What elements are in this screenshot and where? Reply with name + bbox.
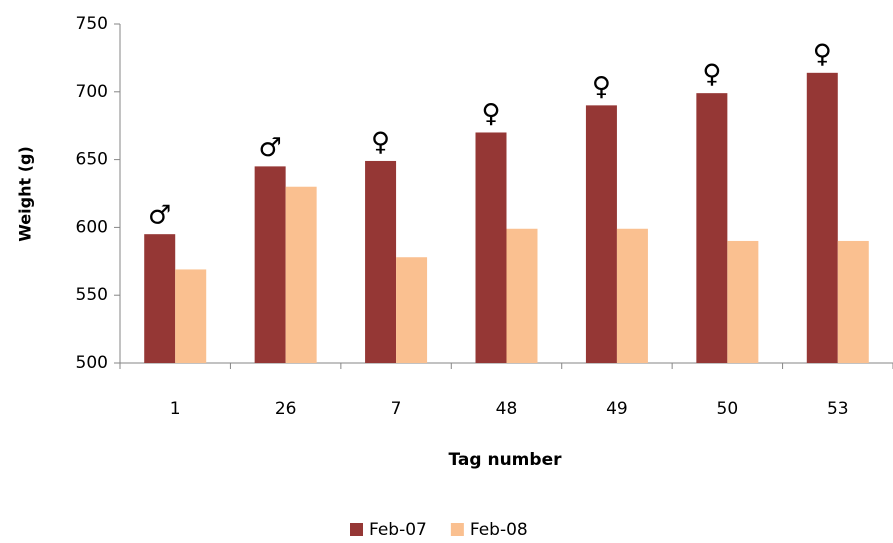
annotation: ♀ [481,99,500,129]
x-tick-label: 1 [170,399,181,419]
x-axis-label: Tag number [449,450,563,470]
bar [506,228,538,363]
bar [696,93,728,363]
bar [285,186,317,363]
y-tick-label: 750 [76,14,108,34]
annotation: ♀ [371,127,390,157]
bar [144,234,176,363]
legend-swatch [450,523,464,536]
y-tick-label: 650 [76,150,108,170]
legend-swatch [350,523,363,536]
bar [254,166,286,363]
y-tick-label: 500 [76,353,108,373]
y-tick-label: 600 [76,217,108,237]
bar [727,240,759,363]
annotation: ♀ [702,60,721,90]
y-axis-label: Weight (g) [16,146,35,242]
x-tick-label: 26 [275,399,297,419]
bar [806,72,838,363]
legend-label: Feb-07 [369,520,427,540]
x-tick-label: 49 [606,399,628,419]
bar [837,240,869,363]
bar [475,132,507,363]
annotation: ♂ [258,133,281,163]
bar [365,160,397,363]
bar [585,105,617,364]
bar [396,257,428,363]
x-tick-label: 53 [827,399,849,419]
y-tick-label: 700 [76,82,108,102]
x-tick-label: 50 [717,399,739,419]
bar [616,228,648,363]
annotation: ♂ [148,201,171,231]
x-tick-label: 48 [496,399,518,419]
x-tick-label: 7 [391,399,402,419]
annotation: ♀ [813,39,832,69]
bar [175,269,207,363]
y-tick-label: 550 [76,285,108,305]
annotation: ♀ [592,72,611,102]
legend-label: Feb-08 [470,520,528,540]
